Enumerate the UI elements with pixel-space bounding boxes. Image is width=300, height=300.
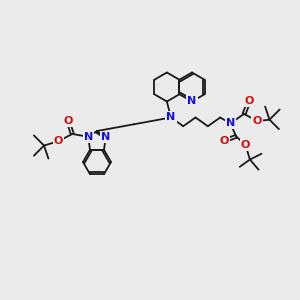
Text: O: O bbox=[244, 96, 254, 106]
Text: O: O bbox=[54, 136, 63, 146]
Text: N: N bbox=[226, 118, 235, 128]
Text: N: N bbox=[188, 97, 196, 106]
Text: N: N bbox=[166, 112, 176, 122]
Text: O: O bbox=[253, 116, 262, 126]
Text: O: O bbox=[241, 140, 250, 150]
Text: O: O bbox=[63, 116, 73, 126]
Text: O: O bbox=[220, 136, 229, 146]
Text: N: N bbox=[101, 132, 110, 142]
Text: N: N bbox=[84, 132, 93, 142]
